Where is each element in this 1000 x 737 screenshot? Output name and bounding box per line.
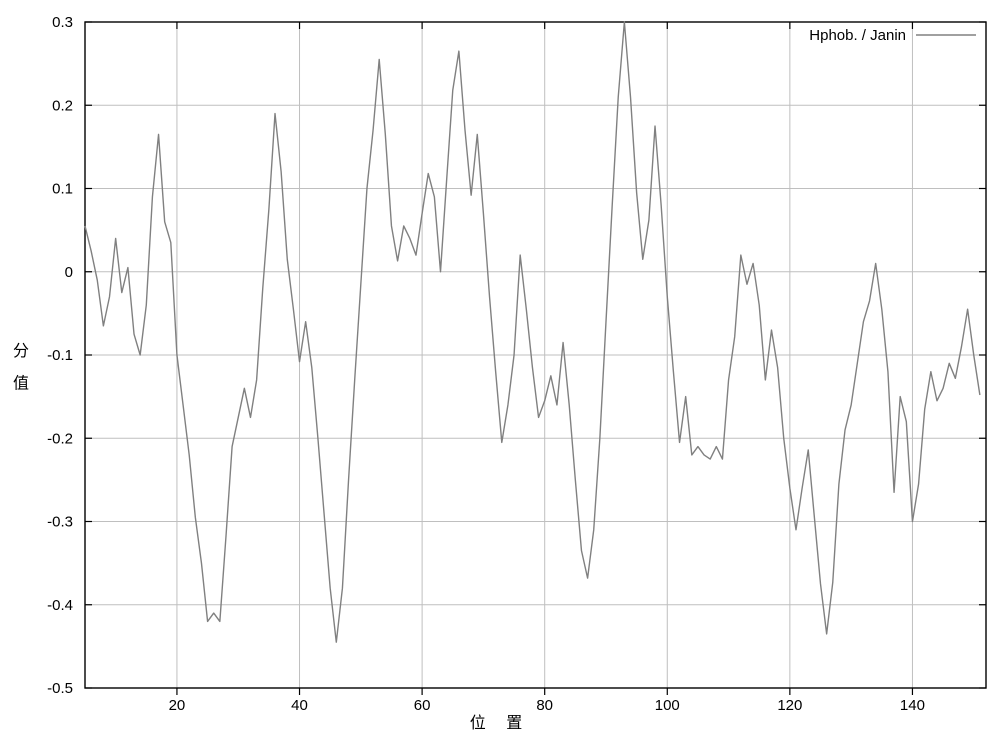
x-tick-label: 40 (291, 697, 308, 714)
x-tick-label: 20 (169, 697, 186, 714)
line-chart: 20 40 60 80 100 120 140 -0.5 -0.4 -0.3 -0.2 -0.1 0 0.… (0, 0, 1000, 737)
y-tick-label: -0.3 (47, 514, 73, 531)
y-tick-label: -0.1 (47, 347, 73, 364)
y-tick-label: 0 (65, 264, 73, 281)
chart-container: 分 值 位 置 20 40 60 80 100 120 140 -0.5 -0.4 -0.3 -0.… (0, 0, 1000, 737)
y-tick-label: 0.2 (52, 97, 73, 114)
legend-label: Hphob. / Janin (809, 27, 906, 44)
y-tick-label: 0.1 (52, 181, 73, 198)
x-tick-label: 80 (536, 697, 553, 714)
y-tick-label: -0.2 (47, 430, 73, 447)
y-axis-title: 分 值 (6, 341, 30, 395)
y-tick-label: -0.4 (47, 597, 73, 614)
y-tick-label: -0.5 (47, 680, 73, 697)
y-tick-label: 0.3 (52, 14, 73, 31)
x-tick-label: 100 (655, 697, 680, 714)
x-tick-label: 120 (777, 697, 802, 714)
x-tick-label: 60 (414, 697, 431, 714)
x-axis-title: 位 置 (470, 709, 530, 733)
x-tick-label: 140 (900, 697, 925, 714)
